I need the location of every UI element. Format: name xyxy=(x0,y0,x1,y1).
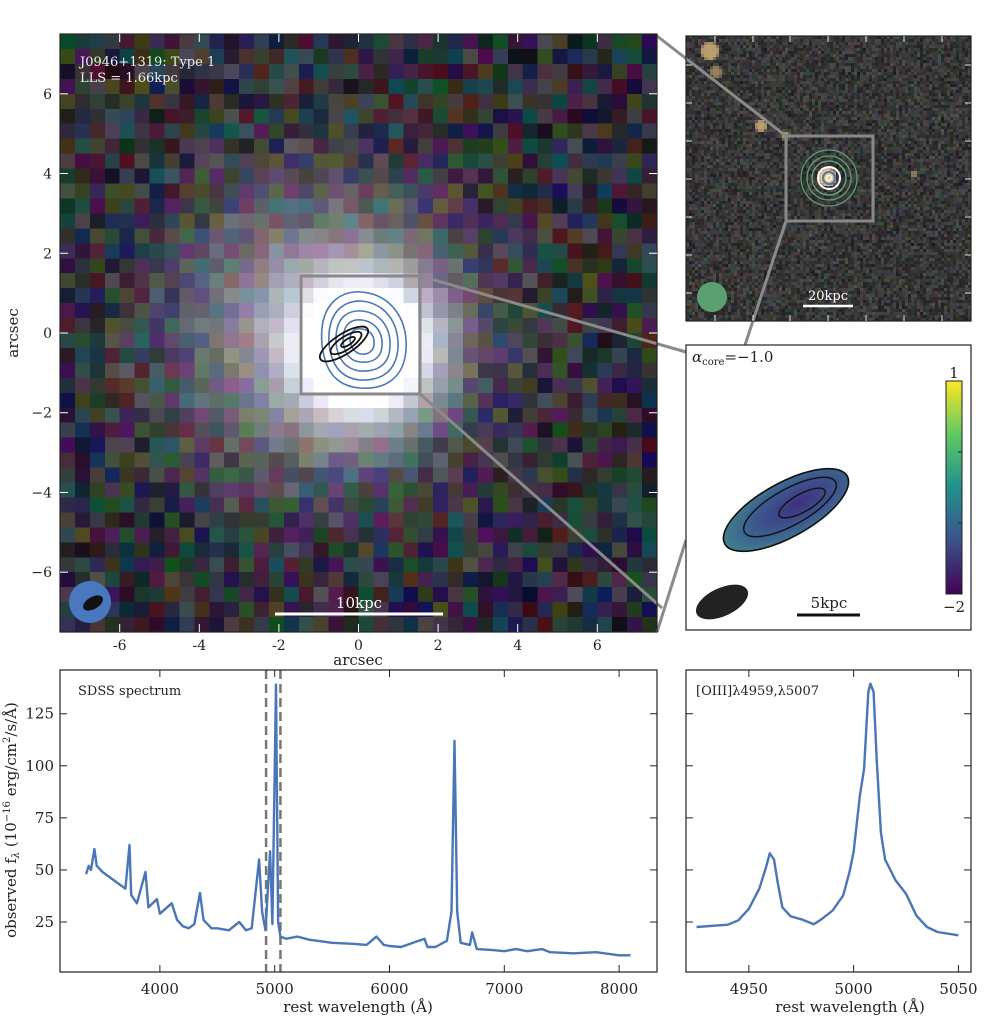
axes-frame xyxy=(59,33,658,633)
spectral-index-panel: 5kpc αcore=−1.0 1 −2 xyxy=(685,344,972,631)
optical-cutout-image xyxy=(60,34,657,632)
x-tick-label: 5000 xyxy=(256,980,294,998)
oiii-line xyxy=(696,682,959,937)
axes-frame xyxy=(685,669,972,973)
x-tick-label: 6000 xyxy=(370,980,408,998)
colorbar-ticks xyxy=(958,451,962,524)
colorbar-min-label: −2 xyxy=(943,598,965,616)
x-tick-label: 0 xyxy=(354,638,363,654)
object-label: J0946+1319: Type 1 xyxy=(78,55,215,70)
scalebar-label: 5kpc xyxy=(811,594,848,612)
y-tick-label: 6 xyxy=(43,87,52,103)
inset-box xyxy=(299,274,422,396)
x-tick-label: 8000 xyxy=(600,980,638,998)
x-axis-label: rest wavelength (Å) xyxy=(775,998,925,1016)
y-axis-label: observed fλ (10−16 erg/cm2/s/Å) xyxy=(2,702,22,938)
x-axis-label: rest wavelength (Å) xyxy=(283,998,433,1016)
radio-contours-black xyxy=(318,325,370,363)
x-tick-label: 5050 xyxy=(939,980,977,998)
spectral-index-blob xyxy=(722,467,850,553)
spectrum-line xyxy=(84,683,631,957)
beam-icon xyxy=(695,584,749,620)
radio-contours-blue xyxy=(320,290,407,389)
y-tick-label: −6 xyxy=(31,565,52,581)
beam-icon xyxy=(69,581,111,623)
x-tick-label: 4 xyxy=(513,638,522,654)
radio-contours-field xyxy=(800,149,858,207)
scalebar-label: 20kpc xyxy=(808,289,848,304)
y-tick-label: −4 xyxy=(31,485,52,501)
y-tick-label: 125 xyxy=(25,705,54,723)
y-tick-label: 100 xyxy=(25,757,54,775)
lls-label: LLS = 1.66kpc xyxy=(80,71,178,86)
beam-icon xyxy=(697,282,727,312)
zoom-connector-lines xyxy=(419,34,788,633)
y-tick-label: 4 xyxy=(43,167,52,183)
optical-cutout-panel: 10kpc J0946+1319: Type 1 LLS = 1.66kpc -… xyxy=(4,33,658,669)
colorbar-max-label: 1 xyxy=(949,364,959,382)
x-tick-label: -4 xyxy=(192,638,206,654)
wide-field-panel: 20kpc xyxy=(685,35,972,322)
x-tick-label: 6 xyxy=(593,638,602,654)
y-axis-label: arcsec xyxy=(4,308,22,358)
wide-field-image xyxy=(686,36,971,321)
x-tick-label: 7000 xyxy=(485,980,523,998)
y-tick-label: 75 xyxy=(35,809,54,827)
y-tick-label: 0 xyxy=(43,326,52,342)
inset-box xyxy=(784,134,875,223)
alpha-core-label: αcore=−1.0 xyxy=(692,348,773,368)
x-tick-label: 5000 xyxy=(835,980,873,998)
x-tick-label: -2 xyxy=(272,638,286,654)
y-tick-label: −2 xyxy=(31,406,52,422)
axes-frame xyxy=(59,669,658,973)
spectrum-annotation: SDSS spectrum xyxy=(78,684,181,699)
y-tick-label: 2 xyxy=(43,246,52,262)
axes-frame xyxy=(685,35,972,322)
x-tick-label: 2 xyxy=(434,638,443,654)
y-tick-label: 50 xyxy=(35,861,54,879)
x-axis-label: arcsec xyxy=(333,651,383,669)
colorbar xyxy=(945,380,963,595)
oiii-annotation: [OIII]λ4959,λ5007 xyxy=(696,684,819,699)
scalebar-label: 10kpc xyxy=(336,594,382,612)
x-tick-label: -6 xyxy=(113,638,127,654)
x-tick-label: 4000 xyxy=(141,980,179,998)
oiii-panel: 4950 5000 5050 [OIII]λ4959,λ5007 rest wave… xyxy=(685,669,978,1016)
x-tick-label: 4950 xyxy=(730,980,768,998)
y-tick-label: 25 xyxy=(35,913,54,931)
sdss-spectrum-panel: 4000 5000 6000 7000 8000 25 50 75 100 125 SDSS sp… xyxy=(2,669,658,1016)
